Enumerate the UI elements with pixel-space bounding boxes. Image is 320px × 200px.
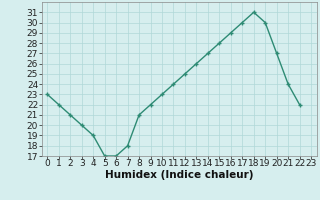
- X-axis label: Humidex (Indice chaleur): Humidex (Indice chaleur): [105, 170, 253, 180]
